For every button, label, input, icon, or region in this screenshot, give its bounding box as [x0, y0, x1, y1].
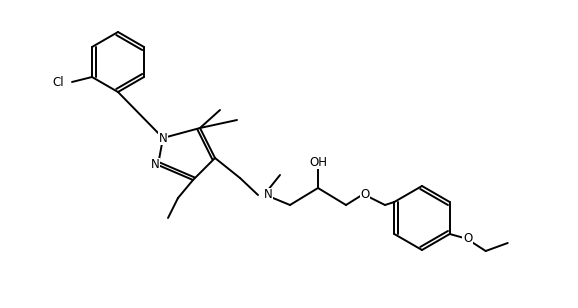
Text: N: N: [151, 159, 160, 172]
Text: N: N: [158, 132, 168, 144]
Text: O: O: [360, 188, 369, 201]
Text: O: O: [463, 233, 472, 245]
Text: OH: OH: [309, 156, 327, 168]
Text: Cl: Cl: [53, 75, 64, 88]
Text: N: N: [264, 188, 272, 201]
